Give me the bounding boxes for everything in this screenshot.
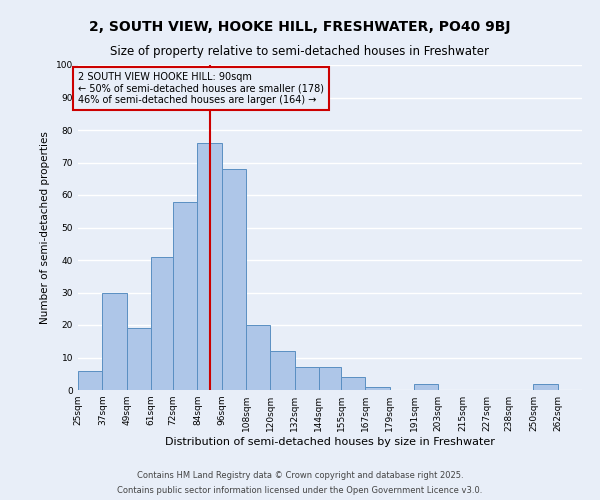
Bar — [222, 169, 246, 390]
Bar — [173, 202, 197, 390]
Bar — [365, 387, 390, 390]
Bar — [78, 370, 102, 390]
Text: 2 SOUTH VIEW HOOKE HILL: 90sqm
← 50% of semi-detached houses are smaller (178)
4: 2 SOUTH VIEW HOOKE HILL: 90sqm ← 50% of … — [78, 72, 324, 104]
Bar — [414, 384, 438, 390]
Bar — [533, 384, 558, 390]
Bar — [295, 367, 319, 390]
Text: Size of property relative to semi-detached houses in Freshwater: Size of property relative to semi-detach… — [110, 45, 490, 58]
Text: Contains public sector information licensed under the Open Government Licence v3: Contains public sector information licen… — [118, 486, 482, 495]
Bar — [127, 328, 151, 390]
Y-axis label: Number of semi-detached properties: Number of semi-detached properties — [40, 131, 50, 324]
Bar — [151, 257, 173, 390]
Bar — [102, 292, 127, 390]
Bar — [270, 351, 295, 390]
Bar — [197, 143, 222, 390]
Bar — [319, 367, 341, 390]
Bar — [341, 377, 365, 390]
Text: Contains HM Land Registry data © Crown copyright and database right 2025.: Contains HM Land Registry data © Crown c… — [137, 471, 463, 480]
X-axis label: Distribution of semi-detached houses by size in Freshwater: Distribution of semi-detached houses by … — [165, 437, 495, 447]
Text: 2, SOUTH VIEW, HOOKE HILL, FRESHWATER, PO40 9BJ: 2, SOUTH VIEW, HOOKE HILL, FRESHWATER, P… — [89, 20, 511, 34]
Bar — [246, 325, 270, 390]
